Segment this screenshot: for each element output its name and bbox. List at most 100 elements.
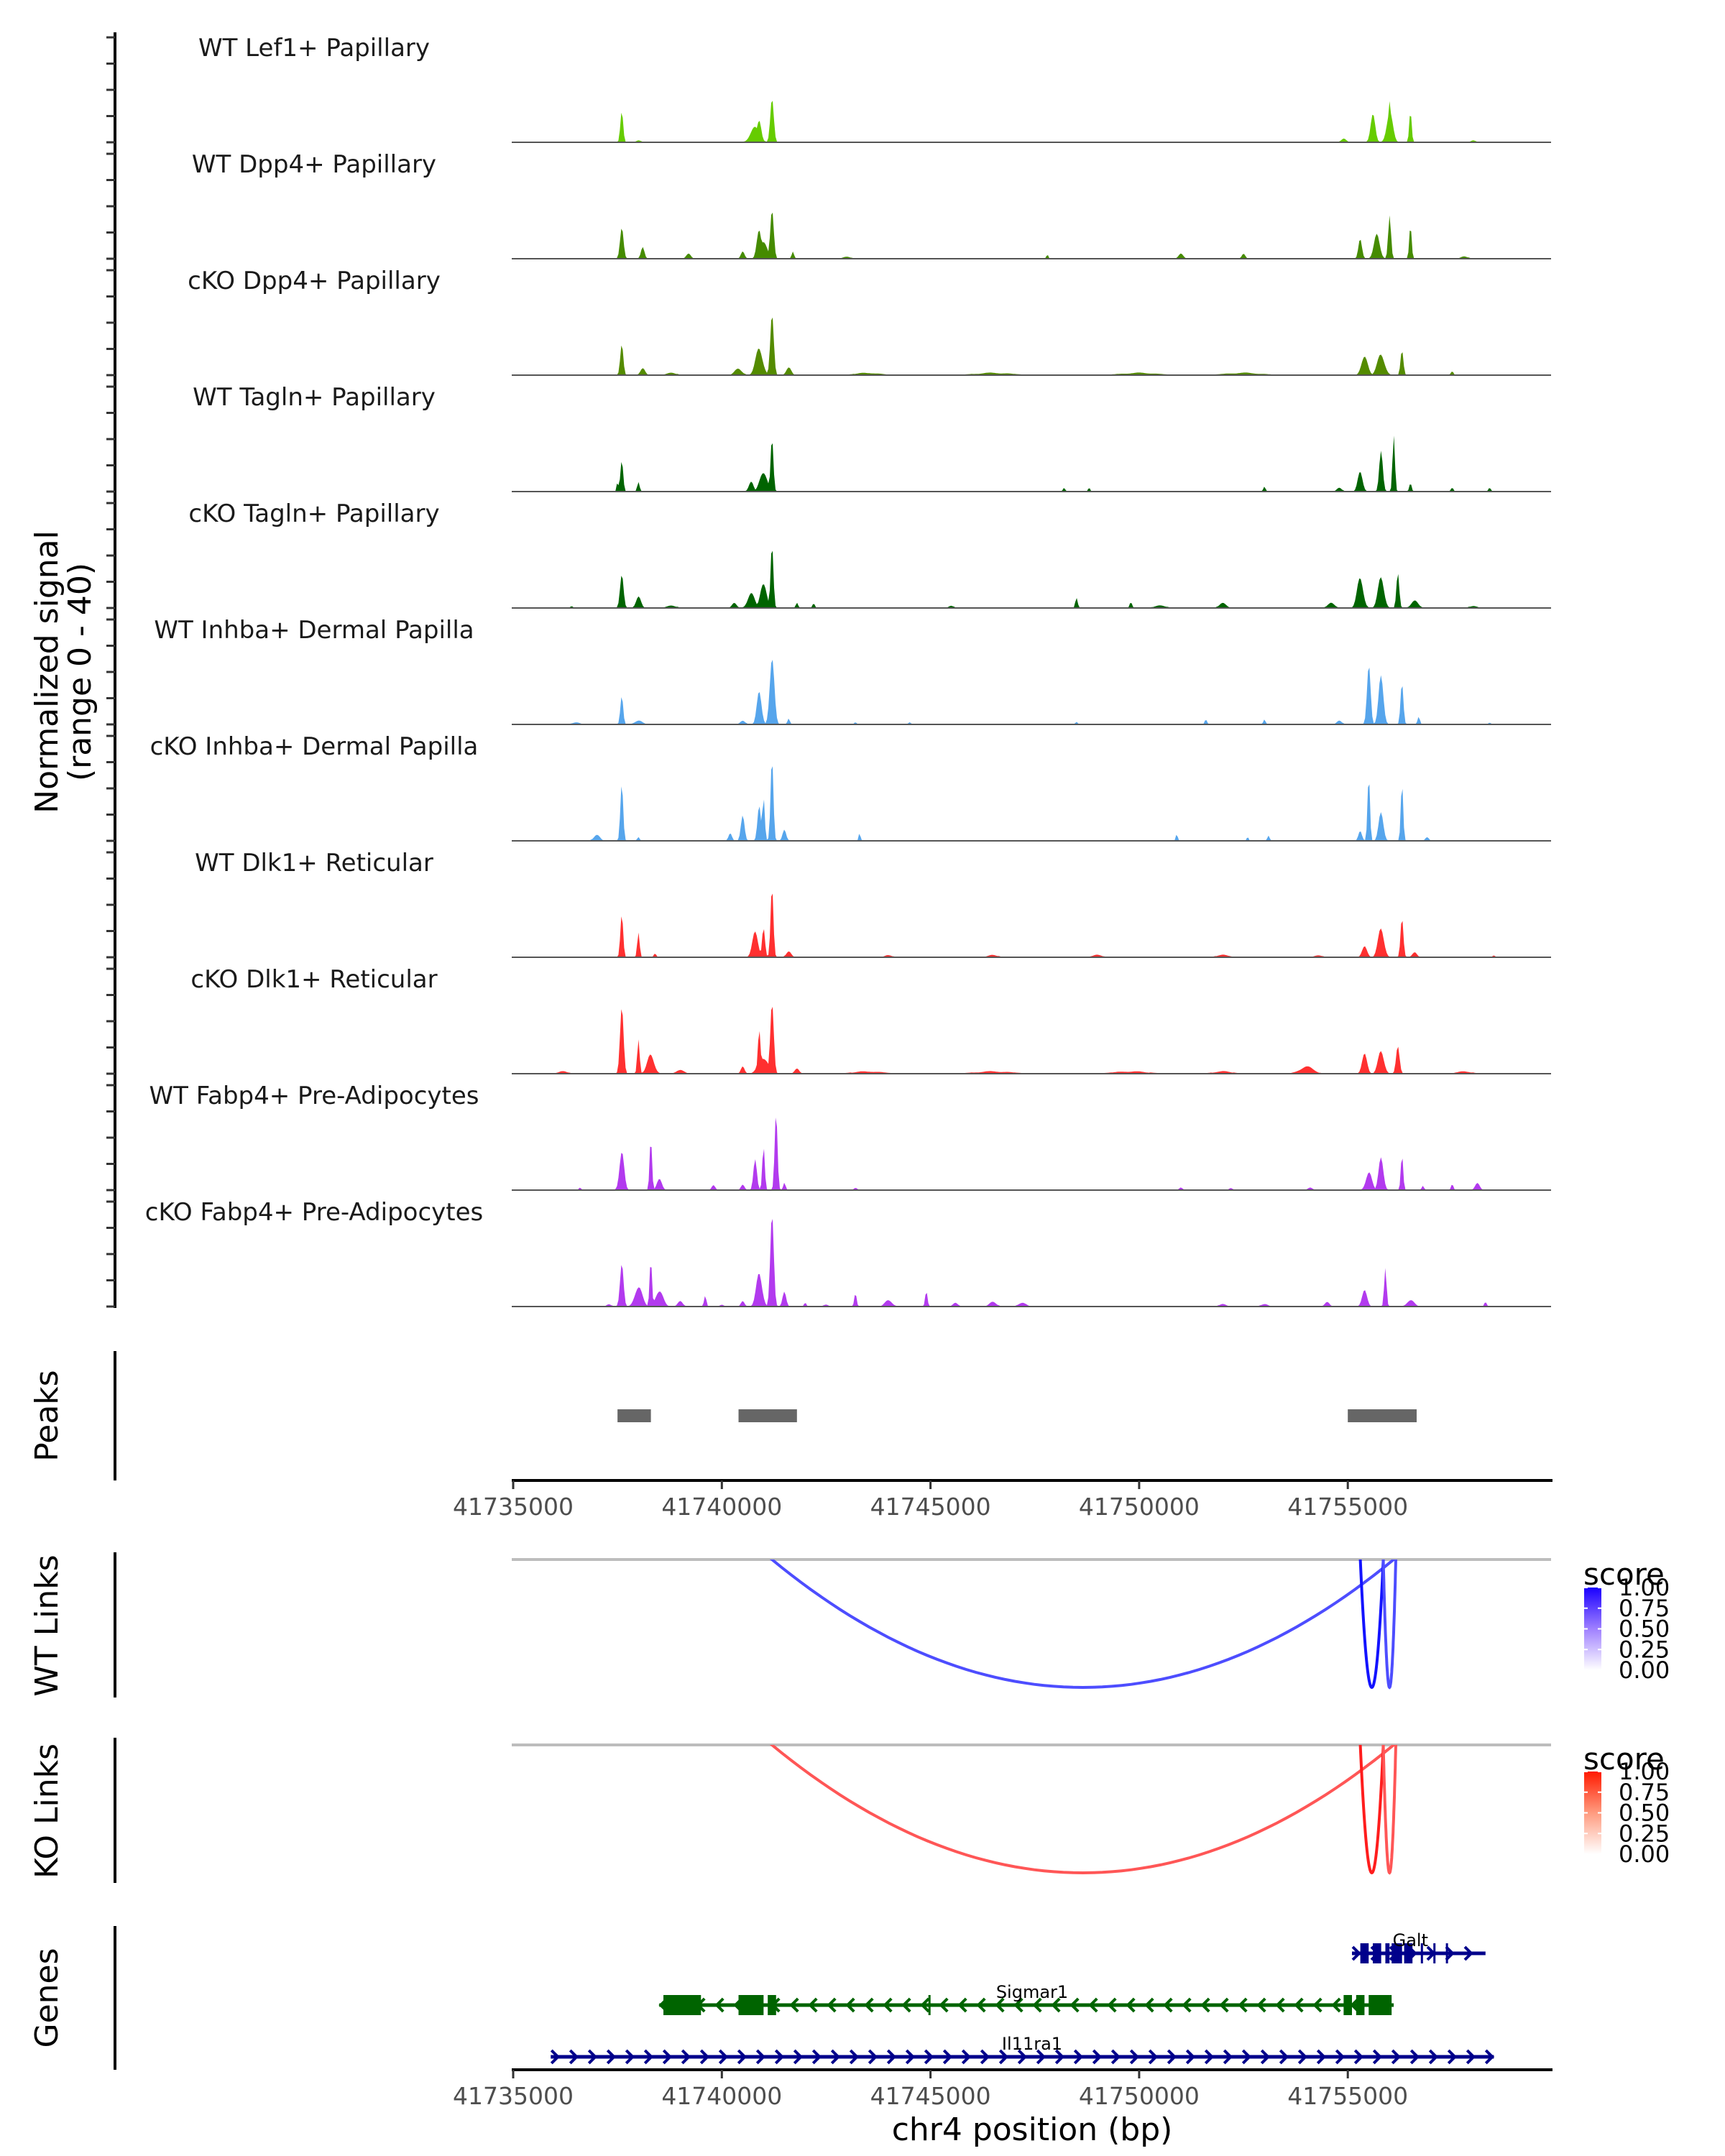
signal-track: cKO Dlk1+ Reticular (190, 965, 1551, 1074)
x-tick-label: 41750000 (1079, 1493, 1200, 1521)
legend-tick-label: 0.50 (1619, 1616, 1670, 1643)
strand-arrow (1144, 1997, 1154, 2013)
strand-arrow (569, 2049, 579, 2065)
coverage-area (512, 317, 1551, 375)
track-label: cKO Tagln+ Papillary (188, 499, 439, 528)
strand-arrow (998, 2049, 1009, 2065)
track-label: WT Fabp4+ Pre-Adipocytes (150, 1082, 479, 1110)
track-label: cKO Inhba+ Dermal Papilla (150, 732, 479, 761)
signal-axis-title-line1: Normalized signal (29, 530, 65, 814)
ko-legend-title: score (1583, 1741, 1665, 1777)
strand-arrow (1372, 2049, 1383, 2065)
strand-arrow (1241, 2049, 1252, 2065)
peak-region (738, 1409, 797, 1422)
strand-arrow (1129, 2049, 1140, 2065)
strand-arrow (1017, 2049, 1028, 2065)
gene-exon (738, 1995, 764, 2015)
wt-links-track (512, 1558, 1551, 1690)
signal-track: WT Tagln+ Papillary (193, 383, 1551, 492)
strand-arrow (793, 2049, 804, 2065)
signal-tracks: WT Lef1+ Papillary WT Dpp4+ Papillary cKO … (145, 34, 1551, 1307)
x-tick-label: 41755000 (1287, 1493, 1408, 1521)
strand-arrow (1126, 1997, 1136, 2013)
strand-arrow (1238, 1997, 1248, 2013)
strand-arrow (1110, 2049, 1121, 2065)
strand-arrow (1013, 1997, 1024, 2013)
legend-tick-label: 0.25 (1619, 1820, 1670, 1847)
strand-arrow (883, 1997, 893, 2013)
gene-exon (928, 1995, 931, 2015)
gene-exon (1385, 1943, 1390, 1963)
gene-label: Sigmar1 (996, 1982, 1068, 2002)
strand-arrow (1219, 1997, 1229, 2013)
strand-arrow (774, 2049, 785, 2065)
ko-legend-ticks: 1.000.750.500.250.00 (1584, 1758, 1670, 1868)
strand-arrow (1204, 2049, 1215, 2065)
track-label: cKO Dlk1+ Reticular (190, 965, 437, 994)
coverage-area (512, 1118, 1551, 1190)
x-tick-label: 41735000 (453, 1493, 574, 1521)
genes-track: Galt Sigmar1 Il11ra1 (550, 1930, 1495, 2065)
signal-axis-title-line2: (range 0 - 40) (62, 563, 98, 781)
gene-exon (1392, 1943, 1402, 1963)
legend-tick-label: 0.75 (1619, 1779, 1670, 1806)
strand-arrow (920, 1997, 930, 2013)
strand-arrow (1297, 2049, 1308, 2065)
gene-exon (1433, 1943, 1436, 1963)
strand-arrow (643, 2049, 654, 2065)
strand-arrow (939, 1997, 949, 2013)
legend-tick-label: 0.00 (1619, 1841, 1670, 1868)
strand-arrow (1070, 1997, 1080, 2013)
x-ticks-bottom: 41735000 41740000 41745000 41750000 41755000 (453, 2070, 1408, 2110)
strand-arrow (995, 1997, 1005, 2013)
peak-region (1348, 1409, 1417, 1422)
strand-arrow (1163, 1997, 1173, 2013)
signal-track: cKO Inhba+ Dermal Papilla (150, 732, 1551, 842)
strand-arrow (1275, 1997, 1285, 2013)
wt-legend-title: score (1583, 1557, 1665, 1592)
coverage-area (512, 1219, 1551, 1307)
strand-arrow (1107, 1997, 1117, 2013)
signal-track: WT Fabp4+ Pre-Adipocytes (150, 1082, 1551, 1191)
coverage-area (512, 101, 1551, 142)
link-arc (1381, 1560, 1398, 1690)
coverage-area (512, 550, 1551, 608)
link-arc (1358, 1560, 1385, 1690)
strand-arrow (1032, 1997, 1042, 2013)
links-arcs (769, 1560, 1398, 1690)
signal-track: WT Inhba+ Dermal Papilla (154, 616, 1551, 725)
signal-track: WT Lef1+ Papillary (198, 34, 1551, 143)
gene-exon (1404, 1943, 1413, 1963)
ko-links-track-title: KO Links (29, 1743, 65, 1879)
signal-track: cKO Tagln+ Papillary (188, 499, 1551, 609)
signal-track: cKO Fabp4+ Pre-Adipocytes (145, 1198, 1551, 1307)
x-tick-label: 41745000 (870, 1493, 991, 1521)
gene-exon (1373, 1943, 1381, 1963)
gene-exon (1445, 1943, 1448, 1963)
strand-arrow (681, 2049, 691, 2065)
link-arc (769, 1560, 1397, 1690)
gene-model: Galt (1351, 1930, 1486, 1963)
wt-links-legend: score 1.000.750.500.250.00 (1583, 1557, 1670, 1684)
genes-track-title: Genes (29, 1948, 65, 2047)
coverage-area (512, 436, 1551, 492)
signal-y-ticks (106, 36, 115, 1308)
strand-arrow (1088, 1997, 1098, 2013)
x-tick-label: 41745000 (870, 2082, 991, 2110)
strand-arrow (1445, 1945, 1455, 1961)
strand-arrow (1316, 2049, 1327, 2065)
x-axis-title: chr4 position (bp) (892, 2111, 1173, 2148)
strand-arrow (1256, 1997, 1266, 2013)
strand-arrow (1447, 2049, 1458, 2065)
links-arcs (769, 1745, 1398, 1875)
x-tick-label: 41755000 (1287, 2082, 1408, 2110)
x-tick-label: 41740000 (661, 1493, 782, 1521)
strand-arrow (864, 1997, 874, 2013)
strand-arrow (1331, 1997, 1341, 2013)
strand-arrow (587, 2049, 598, 2065)
gene-exon (768, 1995, 776, 2015)
peaks-track-title: Peaks (29, 1370, 65, 1461)
strand-arrow (1484, 2049, 1495, 2065)
strand-arrow (827, 1997, 837, 2013)
